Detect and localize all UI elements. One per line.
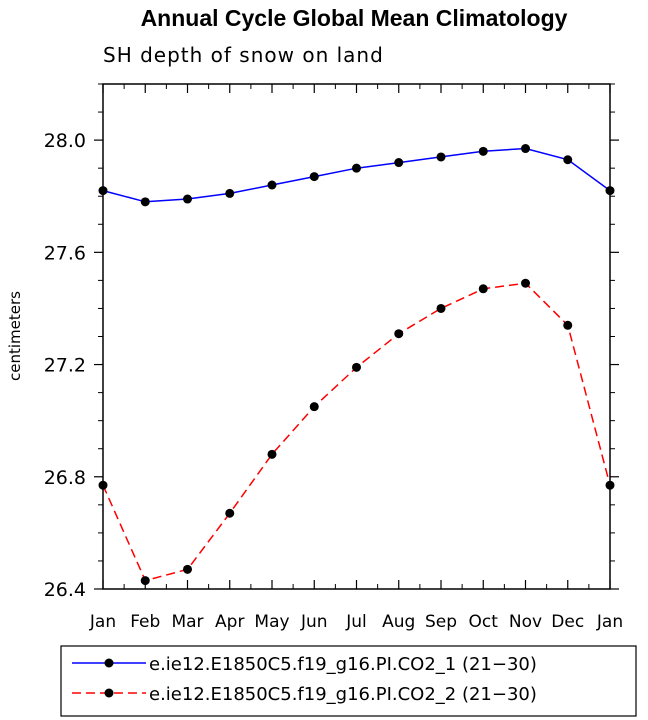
series-2-point: [521, 278, 530, 288]
plot-frame: [102, 83, 611, 590]
x-tick-label: Jul: [345, 612, 367, 632]
series-1-point: [225, 188, 235, 198]
x-tick-label: Dec: [551, 612, 584, 632]
plot-area: Jan Feb Mar Apr May Jun Jul Aug Sep Oct Nov Dec Jan2…: [44, 83, 623, 632]
y-tick-label: 27.6: [44, 242, 86, 264]
x-tick-label: May: [254, 612, 289, 632]
series-2-line: [102, 282, 611, 582]
series-2-point: [605, 480, 615, 490]
x-tick-label: Feb: [130, 612, 160, 632]
series-1-point: [394, 158, 404, 168]
series-1-point: [352, 163, 361, 173]
legend-label-1: e.ie12.E1850C5.f19_g16.PI.CO2_1 (21−30): [149, 654, 537, 675]
legend-marker-1: [104, 658, 114, 668]
chart-subtitle: SH depth of snow on land: [103, 43, 384, 67]
series-2-point: [225, 508, 235, 518]
legend: e.ie12.E1850C5.f19_g16.PI.CO2_1 (21−30) e…: [60, 645, 637, 717]
legend-marker-2: [104, 688, 114, 698]
series-2-point: [183, 564, 192, 574]
series-1-point: [309, 172, 319, 182]
series-1-point: [605, 186, 615, 196]
x-tick-label: Aug: [382, 612, 415, 632]
x-tick-label: Mar: [171, 612, 203, 632]
series-2-point: [478, 284, 488, 294]
series-2-point: [394, 329, 404, 339]
x-tick-label: Jan: [89, 612, 116, 632]
x-tick-label: Oct: [469, 612, 499, 632]
y-tick-label: 27.2: [44, 355, 86, 377]
x-tick-label: Jun: [300, 612, 328, 632]
series-2-point: [309, 402, 319, 412]
chart-title: Annual Cycle Global Mean Climatology: [141, 5, 568, 31]
series-1-point: [183, 194, 192, 204]
y-tick-label: 28.0: [44, 130, 86, 152]
series-1-point: [521, 144, 530, 154]
series-1-point: [563, 155, 573, 165]
x-tick-label: Sep: [425, 612, 457, 632]
series-2-point: [267, 449, 277, 459]
series-1-point: [267, 180, 277, 190]
series-1-point: [140, 197, 150, 207]
series-1-line: [102, 147, 611, 203]
series-1-point: [98, 186, 108, 196]
y-axis-label: centimeters: [6, 291, 24, 381]
series-2-point: [140, 576, 150, 586]
series-2-point: [563, 320, 573, 330]
x-tick-label: Apr: [215, 612, 244, 632]
x-tick-label: Nov: [509, 612, 542, 632]
series-2-point: [436, 303, 446, 313]
legend-label-2: e.ie12.E1850C5.f19_g16.PI.CO2_2 (21−30): [149, 684, 537, 705]
x-tick-label: Jan: [596, 612, 623, 632]
series-1-point: [436, 152, 446, 162]
legend-box: [60, 645, 637, 717]
series-2-point: [352, 362, 361, 372]
series-2-point: [98, 480, 108, 490]
series-1-point: [478, 146, 488, 156]
y-tick-label: 26.4: [44, 579, 86, 601]
y-tick-label: 26.8: [44, 467, 86, 489]
